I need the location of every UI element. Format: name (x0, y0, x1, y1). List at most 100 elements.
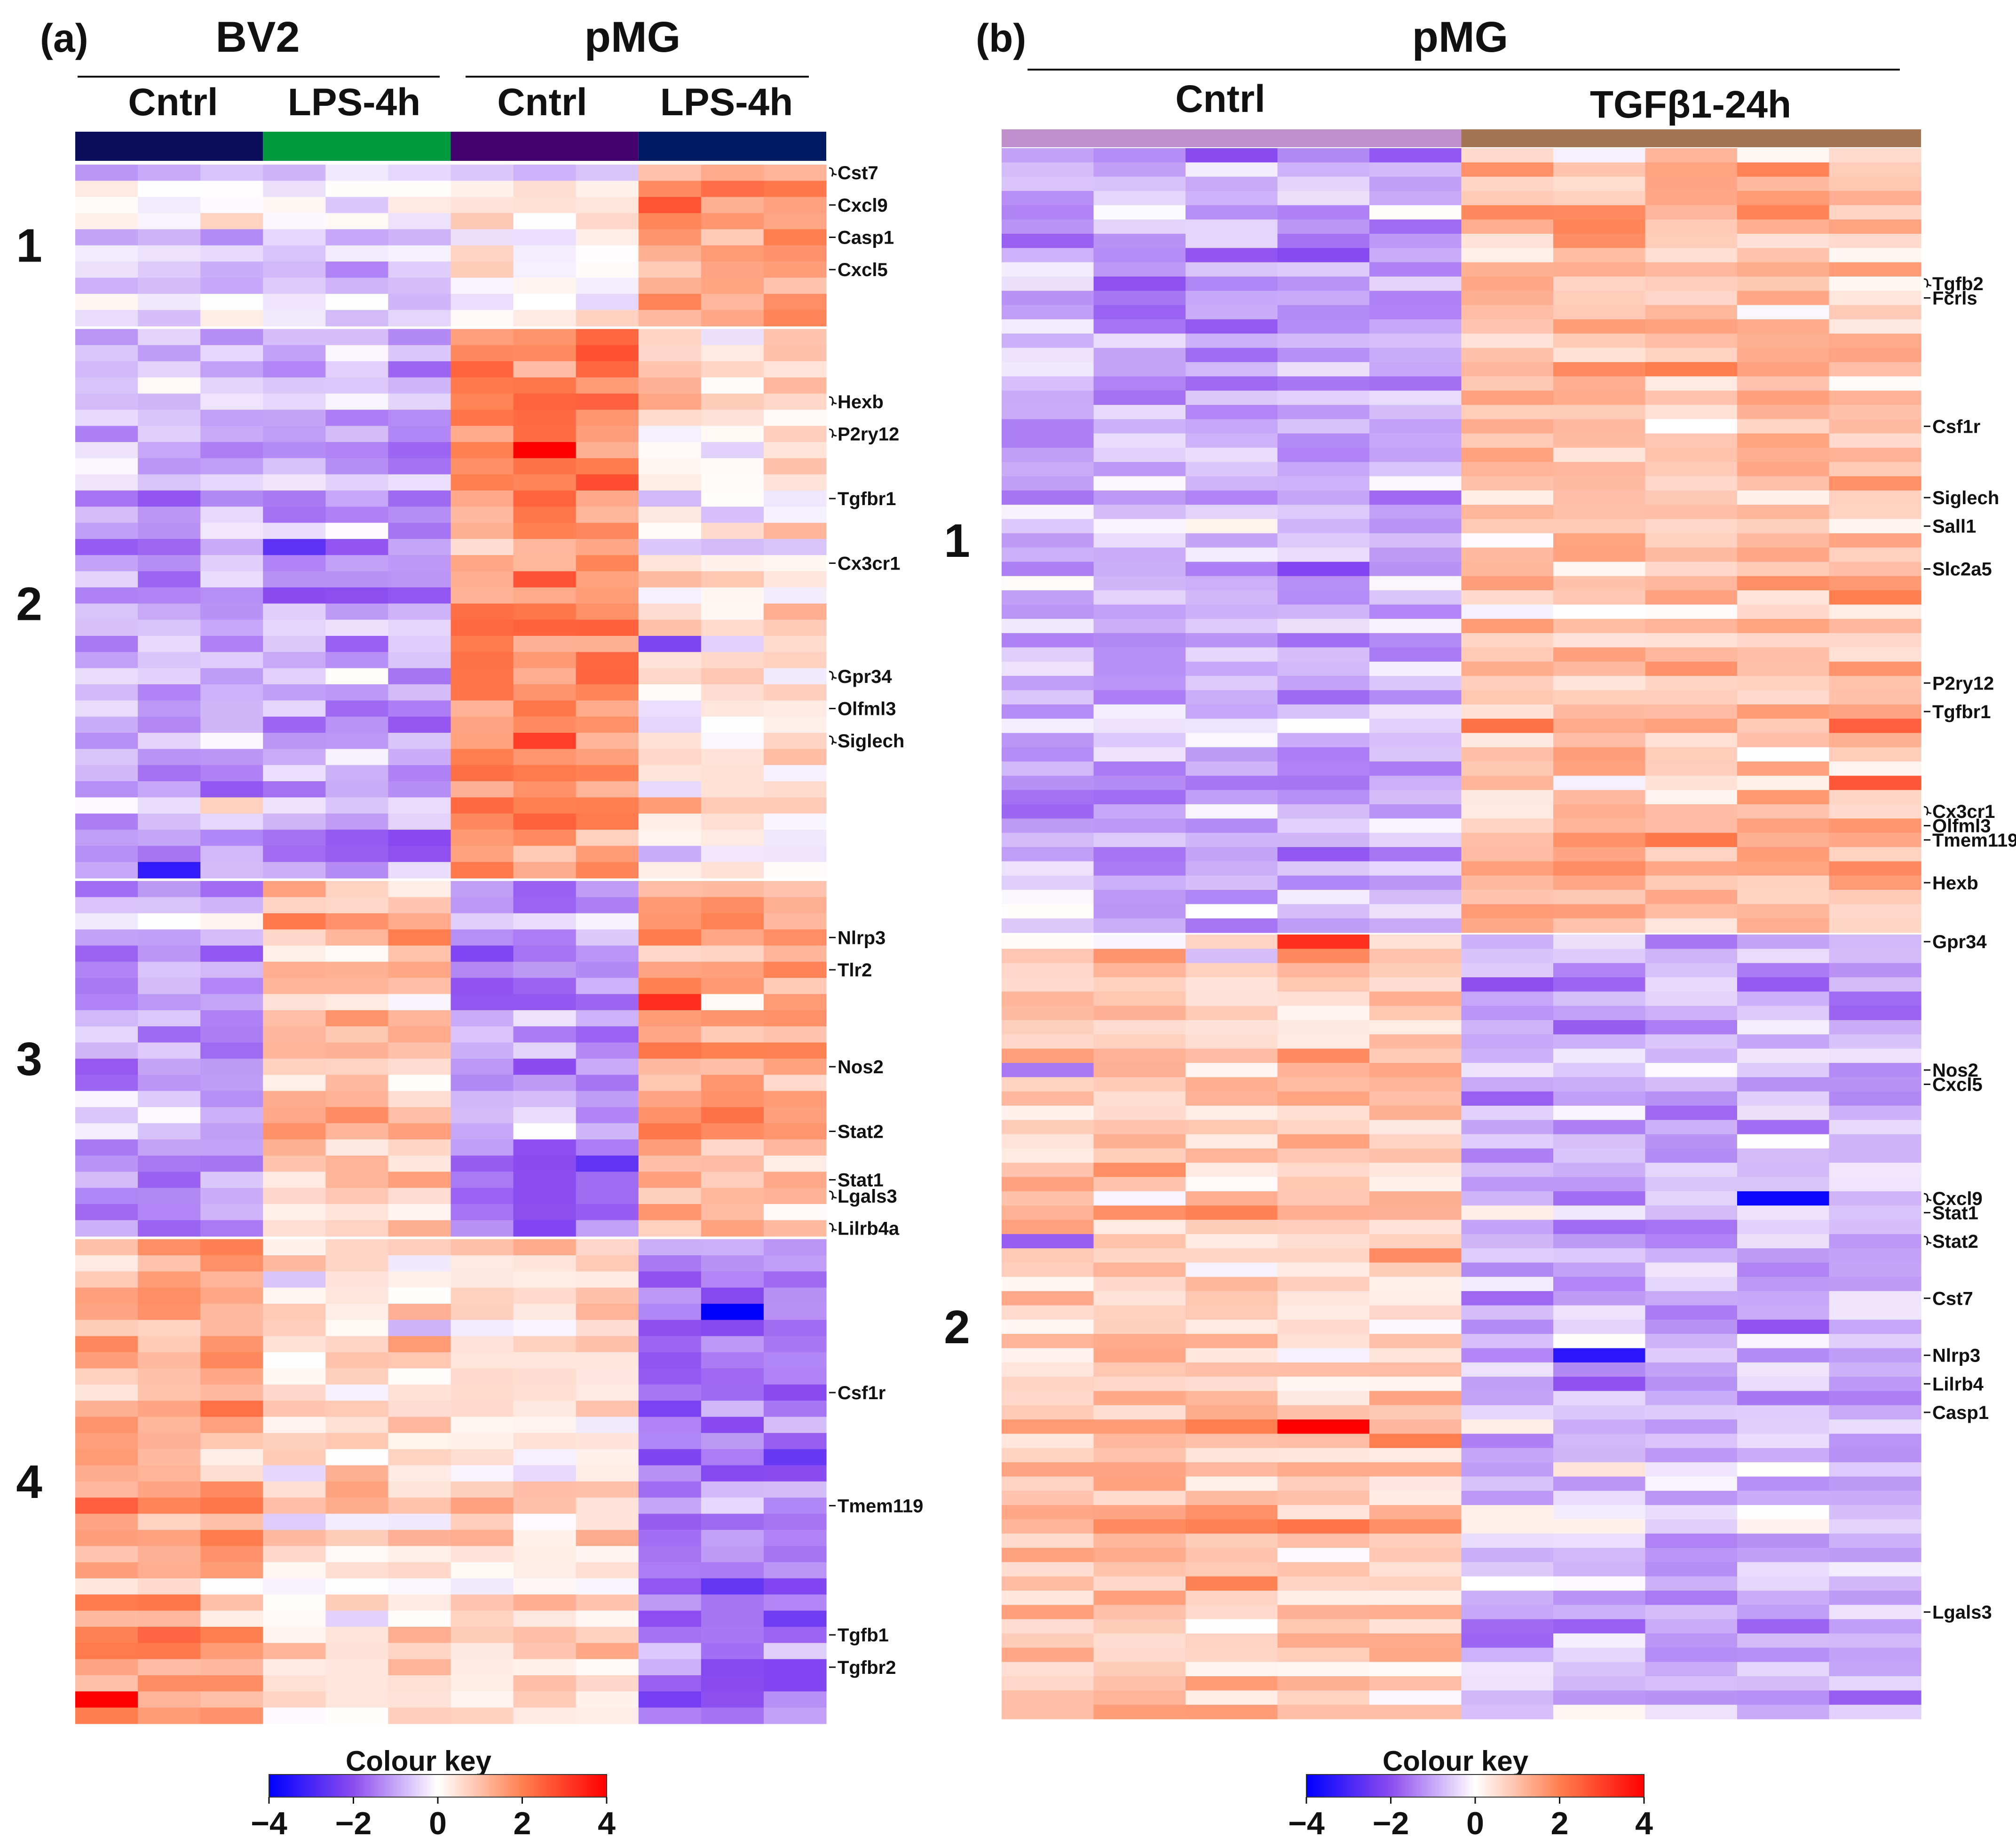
heatmap-cell (75, 765, 138, 782)
heatmap-cell (75, 929, 138, 946)
heatmap-cell (1277, 1648, 1370, 1663)
heatmap-cell (1461, 861, 1554, 876)
heatmap-cell (1829, 547, 1921, 563)
heatmap-cell (1186, 719, 1278, 734)
heatmap-cell (1553, 162, 1646, 177)
heatmap-cell (1277, 904, 1370, 919)
heatmap-cell (638, 961, 702, 978)
heatmap-cell (1002, 1605, 1094, 1620)
heatmap-cell (200, 716, 263, 733)
heatmap-cell (1645, 875, 1738, 890)
heatmap-cell (1829, 804, 1921, 819)
heatmap-cell (200, 555, 263, 572)
heatmap-cell (576, 1352, 639, 1369)
heatmap-cell (638, 733, 702, 749)
heatmap-cell (388, 668, 451, 685)
heatmap-cell (576, 213, 639, 230)
heatmap-cell (1186, 776, 1278, 791)
heatmap-cell (1829, 690, 1921, 705)
heatmap-cell (388, 555, 451, 572)
heatmap-cell (200, 830, 263, 847)
heatmap-cell (1002, 804, 1094, 819)
heatmap-cell (388, 1659, 451, 1676)
heatmap-cell (638, 377, 702, 394)
heatmap-cell (576, 345, 639, 362)
heatmap-cell (1369, 1377, 1462, 1392)
heatmap-cell (513, 978, 577, 995)
heatmap-cell (451, 1384, 514, 1401)
heatmap-cell (1369, 1177, 1462, 1192)
heatmap-cell (388, 1675, 451, 1692)
heatmap-cell (763, 1172, 827, 1188)
heatmap-cell (451, 1304, 514, 1320)
heatmap-cell (200, 1594, 263, 1611)
heatmap-cell (1553, 690, 1646, 705)
heatmap-cell (1186, 333, 1278, 349)
heatmap-cell (1002, 1305, 1094, 1320)
heatmap-cell (576, 1368, 639, 1385)
heatmap-cell (1829, 1676, 1921, 1691)
heatmap-cell (1277, 148, 1370, 163)
heatmap-cell (263, 1691, 326, 1708)
heatmap-cell (138, 245, 201, 262)
heatmap-cell (1553, 1006, 1646, 1021)
heatmap-cell (1645, 562, 1738, 577)
heatmap-cell (1277, 761, 1370, 776)
heatmap-cell (1186, 476, 1278, 491)
heatmap-cell (1002, 291, 1094, 306)
heatmap-cell (388, 1433, 451, 1450)
heatmap-cell (1553, 1105, 1646, 1120)
heatmap-cell (1553, 1690, 1646, 1705)
heatmap-cell (1461, 305, 1554, 320)
heatmap-cell (200, 846, 263, 863)
heatmap-cell (1737, 875, 1830, 890)
heatmap-cell (1186, 1177, 1278, 1192)
heatmap-cell (576, 781, 639, 798)
heatmap-cell (1737, 205, 1830, 220)
heatmap-cell (388, 1529, 451, 1546)
heatmap-cell (138, 345, 201, 362)
heatmap-cell (200, 1271, 263, 1288)
colour-key-gradient (1306, 1774, 1644, 1798)
heatmap-cell (325, 813, 389, 830)
heatmap-cell (1186, 604, 1278, 619)
heatmap-cell (638, 1352, 702, 1369)
heatmap-cell (263, 1204, 326, 1220)
heatmap-cell (513, 555, 577, 572)
heatmap-cell (388, 1513, 451, 1530)
gene-label: Csf1r (838, 1383, 885, 1403)
heatmap-cell (1277, 935, 1370, 949)
heatmap-cell (513, 245, 577, 262)
heatmap-cell (1461, 1220, 1554, 1235)
heatmap-cell (1461, 276, 1554, 291)
heatmap-cell (1277, 533, 1370, 548)
heatmap-cell (1737, 1662, 1830, 1677)
heatmap-cell (763, 1123, 827, 1140)
heatmap-cell (1277, 305, 1370, 320)
heatmap-cell (576, 1287, 639, 1304)
heatmap-cell (388, 474, 451, 491)
heatmap-cell (638, 994, 702, 1011)
heatmap-cell (263, 881, 326, 898)
heatmap-cell (325, 716, 389, 733)
heatmap-cell (1553, 1077, 1646, 1092)
heatmap-cell (513, 684, 577, 701)
heatmap-cell (325, 361, 389, 378)
heatmap-cell (763, 329, 827, 346)
heatmap-cell (701, 377, 764, 394)
heatmap-cell (1553, 977, 1646, 992)
heatmap-cell (1369, 704, 1462, 719)
heatmap-cell (1186, 633, 1278, 648)
heatmap-cell (1093, 505, 1186, 520)
heatmap-cell (1645, 1220, 1738, 1235)
gene-label: Stat1 (838, 1170, 884, 1190)
heatmap-cell (1369, 747, 1462, 762)
heatmap-cell (1186, 1062, 1278, 1077)
heatmap-cell (638, 442, 702, 459)
heatmap-cell (325, 945, 389, 962)
heatmap-cell (1829, 818, 1921, 833)
heatmap-cell (388, 830, 451, 847)
gene-label: Olfml3 (838, 699, 896, 720)
heatmap-cell (576, 945, 639, 962)
heatmap-cell (763, 652, 827, 669)
